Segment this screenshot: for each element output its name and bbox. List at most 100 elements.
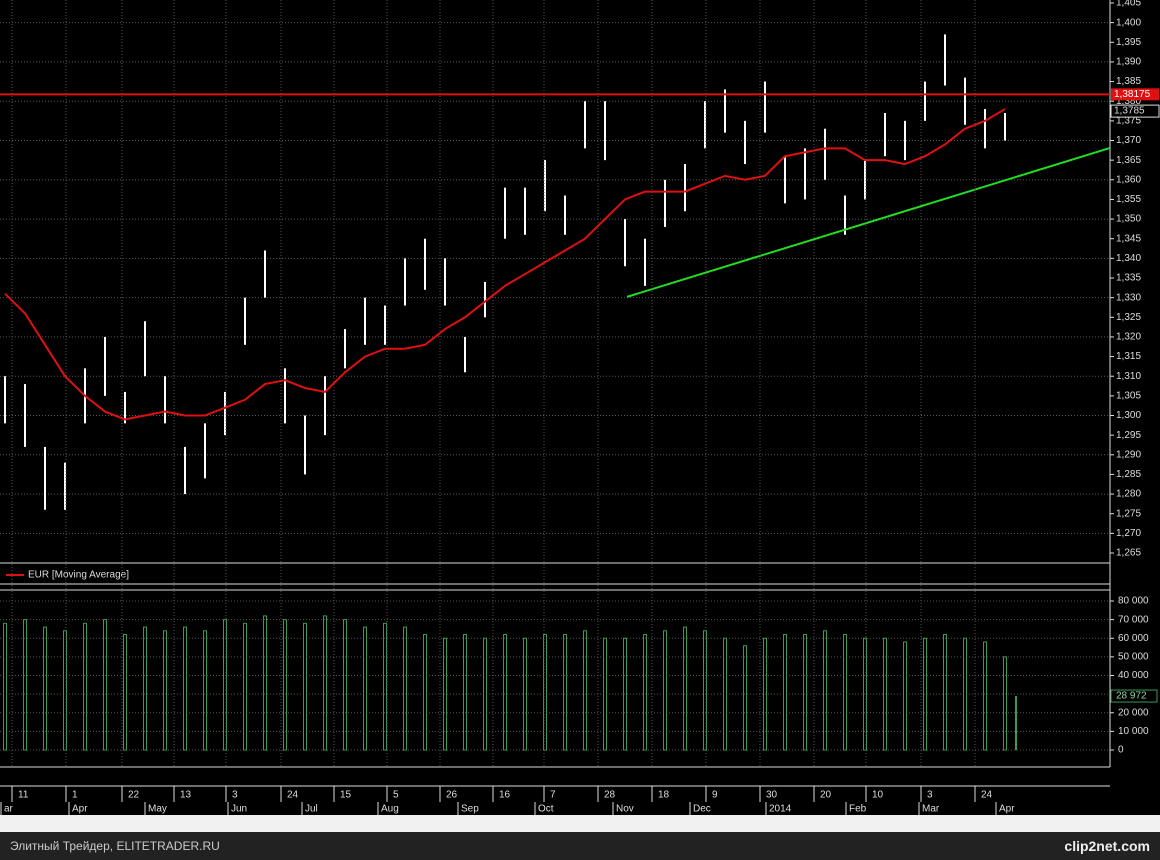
day-label: 24 (287, 790, 299, 801)
day-label: 13 (180, 790, 192, 801)
volume-bar (983, 641, 987, 751)
y-tick-label: 0 (1118, 745, 1124, 756)
volume-bar (903, 641, 907, 751)
volume-bar (1003, 656, 1007, 751)
volume-bar (203, 630, 207, 751)
volume-label: 28 972 (1116, 691, 1147, 702)
volume-bar (803, 634, 807, 751)
y-tick-label: 1,375 (1116, 115, 1141, 126)
price-box (1110, 104, 1160, 118)
volume-bar (123, 634, 127, 751)
day-label: 20 (820, 790, 832, 801)
volume-bar (663, 630, 667, 751)
day-label: 7 (550, 790, 556, 801)
month-label: Sep (461, 804, 479, 815)
y-tick-label: 40 000 (1118, 670, 1149, 681)
day-label: 11 (18, 790, 29, 801)
y-tick-label: 1,290 (1116, 449, 1141, 460)
y-tick-label: 1,300 (1116, 410, 1141, 421)
volume-bar (363, 626, 367, 751)
volume-bar (103, 619, 107, 751)
volume-bar (243, 622, 247, 751)
volume-bar (783, 634, 787, 751)
level-box (1111, 88, 1159, 101)
day-label: 26 (446, 790, 458, 801)
y-tick-label: 1,295 (1116, 430, 1141, 441)
volume-bar (343, 619, 347, 751)
volume-bar (883, 637, 887, 751)
volume-bar (323, 615, 327, 751)
volume-bar (483, 637, 487, 751)
y-tick-label: 1,370 (1116, 135, 1141, 146)
legend-label: EUR [Moving Average] (28, 570, 129, 581)
volume-bar (743, 645, 747, 751)
month-label: Jun (231, 804, 247, 815)
month-label: May (148, 804, 167, 815)
y-tick-label: 1,305 (1116, 390, 1141, 401)
y-tick-label: 1,270 (1116, 528, 1141, 539)
volume-bar (443, 637, 447, 751)
price-label: 1,3785 (1114, 106, 1145, 117)
volume-bar (723, 637, 727, 751)
month-label: Apr (72, 804, 88, 815)
y-tick-label: 1,355 (1116, 194, 1141, 205)
volume-bar (603, 637, 607, 751)
y-tick-label: 1,365 (1116, 155, 1141, 166)
day-label: 15 (340, 790, 352, 801)
y-tick-label: 1,310 (1116, 371, 1141, 382)
y-tick-label: 80 000 (1118, 596, 1149, 607)
volume-bar (83, 622, 87, 751)
day-label: 18 (658, 790, 670, 801)
day-label: 16 (499, 790, 511, 801)
volume-bar (383, 622, 387, 751)
volume-bar (543, 634, 547, 751)
volume-bar (503, 634, 507, 751)
chart: EUR [Moving Average] 1,265 1,270 1,275 1,28… (0, 0, 1160, 832)
y-tick-label: 1,350 (1116, 214, 1141, 225)
y-tick-label: 1,325 (1116, 312, 1141, 323)
month-label: Oct (538, 804, 554, 815)
y-tick-label: 1,345 (1116, 233, 1141, 244)
volume-bar (963, 637, 967, 751)
footer-text: Элитный Трейдер, ELITETRADER.RU (10, 839, 220, 853)
volume-bar (423, 634, 427, 751)
day-label: 5 (393, 790, 399, 801)
volume-bar (263, 615, 267, 751)
y-tick-label: 1,390 (1116, 57, 1141, 68)
day-label: 22 (128, 790, 140, 801)
volume-bar (583, 630, 587, 751)
volume-bar (463, 634, 467, 751)
day-label: 9 (712, 790, 718, 801)
volume-bar (23, 619, 27, 751)
day-label: 3 (927, 790, 933, 801)
y-tick-label: 1,385 (1116, 76, 1141, 87)
y-tick-label: 1,405 (1116, 0, 1141, 9)
y-tick-label: 1,280 (1116, 489, 1141, 500)
day-label: 10 (872, 790, 884, 801)
volume-bar (163, 630, 167, 751)
volume-bar (643, 634, 647, 751)
strip (0, 815, 1160, 832)
volume-bar (863, 637, 867, 751)
volume-bar (303, 622, 307, 751)
month-label: Nov (616, 804, 634, 815)
volume-bar (763, 637, 767, 751)
day-label: 3 (232, 790, 238, 801)
month-label: Apr (999, 804, 1015, 815)
volume-bar (683, 626, 687, 751)
volume-bar (283, 619, 287, 751)
month-label: Dec (693, 804, 711, 815)
level-label: 1,38175 (1114, 89, 1151, 100)
volume-bar (143, 626, 147, 751)
y-tick-label: 1,275 (1116, 508, 1141, 519)
volume-bar (183, 626, 187, 751)
y-tick-label: 1,400 (1116, 17, 1141, 28)
month-label: Mar (922, 804, 940, 815)
volume-bar (403, 626, 407, 751)
day-label: 28 (604, 790, 616, 801)
day-label: 30 (766, 790, 778, 801)
trendline (626, 147, 1111, 298)
volume-bar (43, 626, 47, 751)
y-tick-label: 60 000 (1118, 633, 1149, 644)
